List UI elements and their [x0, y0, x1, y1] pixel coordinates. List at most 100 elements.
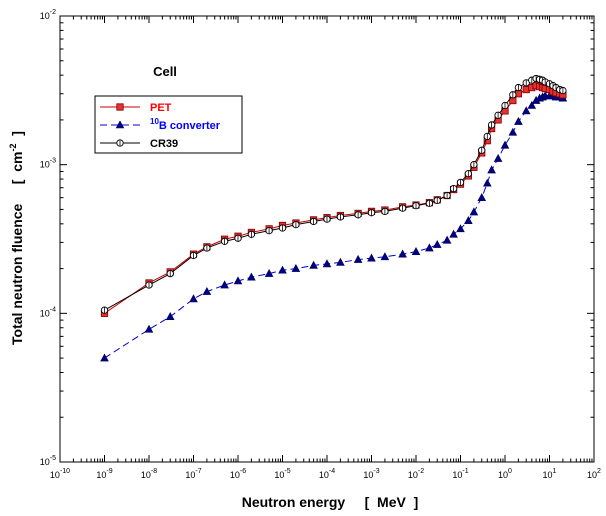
data-point — [247, 230, 256, 238]
data-point — [464, 170, 472, 178]
data-point — [247, 272, 256, 281]
data-point — [264, 268, 274, 277]
x-tick-base: 10 — [363, 470, 373, 480]
x-tick-base: 10 — [230, 470, 240, 480]
data-point — [278, 224, 287, 232]
legend-entry: PET — [100, 102, 172, 114]
y-tick-label: 10-5 — [40, 455, 56, 467]
x-tick-label: 10-3 — [363, 468, 379, 480]
data-point — [336, 257, 345, 266]
y-axis-title-main: Total neutron fluence [ cm — [9, 152, 25, 345]
data-point — [166, 269, 174, 278]
legend-entry: 10B converter — [100, 117, 221, 132]
y-tick-label: 10-3 — [40, 158, 56, 170]
plot-frame — [59, 15, 595, 463]
data-point — [443, 191, 451, 200]
data-point — [100, 306, 109, 314]
x-tick-base: 10 — [141, 470, 151, 480]
x-tick-label: 10-5 — [274, 468, 290, 480]
data-point — [353, 254, 363, 263]
x-tick-base: 10 — [50, 470, 60, 480]
data-point — [233, 276, 243, 285]
data-point — [165, 312, 175, 320]
y-tick-base: 10 — [40, 457, 50, 467]
x-tick-base: 10 — [319, 470, 329, 480]
data-point — [278, 265, 287, 274]
x-tick-exp: -7 — [195, 468, 201, 475]
data-point — [477, 193, 487, 201]
data-point — [482, 178, 492, 187]
legend-label: 10B converter — [150, 117, 221, 132]
data-point — [398, 204, 407, 212]
x-tick-label: 10-2 — [408, 468, 424, 480]
data-point — [487, 165, 496, 174]
data-point — [478, 146, 486, 154]
data-point — [521, 106, 531, 115]
data-point — [189, 294, 198, 303]
data-point — [433, 196, 441, 205]
x-tick-label: 10-1 — [452, 468, 468, 480]
y-tick-exp: -4 — [50, 306, 56, 313]
data-point — [309, 260, 318, 269]
data-point — [425, 243, 434, 252]
x-tick-exp: 2 — [597, 468, 601, 475]
x-tick-label: 100 — [498, 468, 512, 480]
axis-ticks: 10-10 10-9 10-8 10-7 10-6 10-5 10-4 10-3 10-2 10-… — [40, 9, 601, 480]
data-point — [527, 100, 537, 109]
data-point — [501, 101, 509, 110]
y-tick-base: 10 — [40, 160, 50, 170]
data-point — [509, 91, 517, 99]
legend-marker — [116, 103, 124, 111]
legend-label-sup: 10 — [150, 117, 159, 126]
legend-label-main: B converter — [159, 120, 221, 132]
data-point — [291, 263, 301, 272]
data-point — [292, 220, 300, 229]
data-point — [220, 237, 229, 245]
x-tick-exp: -3 — [373, 468, 379, 475]
x-tick-exp: -9 — [106, 468, 112, 475]
x-tick-base: 10 — [587, 470, 597, 480]
data-point — [487, 121, 496, 129]
data-point — [500, 140, 510, 149]
x-tick-exp: 0 — [508, 468, 512, 475]
plot-area — [59, 15, 595, 463]
data-point — [203, 244, 211, 252]
data-point — [189, 251, 198, 260]
data-point — [449, 184, 458, 193]
x-tick-base: 10 — [96, 470, 106, 480]
data-point — [425, 199, 434, 207]
data-point — [367, 209, 376, 217]
x-tick-exp: -6 — [240, 468, 246, 475]
legend-entry: CR39 — [100, 138, 178, 150]
data-point — [514, 116, 523, 125]
y-axis-title-tail: ] — [9, 131, 25, 143]
data-point — [145, 281, 153, 289]
y-tick-base: 10 — [40, 308, 50, 318]
data-point — [323, 215, 331, 223]
x-tick-label: 10-9 — [96, 468, 112, 480]
data-point — [100, 353, 109, 362]
data-point — [411, 247, 421, 255]
x-tick-base: 10 — [498, 470, 508, 480]
data-point — [464, 216, 473, 224]
data-point — [483, 132, 491, 141]
x-tick-base: 10 — [543, 470, 553, 480]
data-point — [508, 127, 518, 136]
data-point — [354, 211, 362, 219]
data-point — [470, 161, 478, 169]
data-point — [412, 202, 420, 210]
x-tick-label: 101 — [543, 468, 557, 480]
data-point — [380, 252, 390, 261]
data-point — [449, 229, 458, 238]
legend: Cell PET 10B converter CR39 — [94, 64, 243, 154]
x-tick-exp: -4 — [329, 468, 335, 475]
x-tick-exp: -5 — [284, 468, 290, 475]
x-tick-exp: -1 — [462, 468, 468, 475]
series-cr39 — [100, 74, 567, 314]
data-point — [234, 234, 242, 242]
x-tick-exp: -2 — [418, 468, 424, 475]
x-tick-label: 102 — [587, 468, 601, 480]
legend-label: CR39 — [150, 138, 178, 150]
legend-title: Cell — [153, 64, 177, 79]
